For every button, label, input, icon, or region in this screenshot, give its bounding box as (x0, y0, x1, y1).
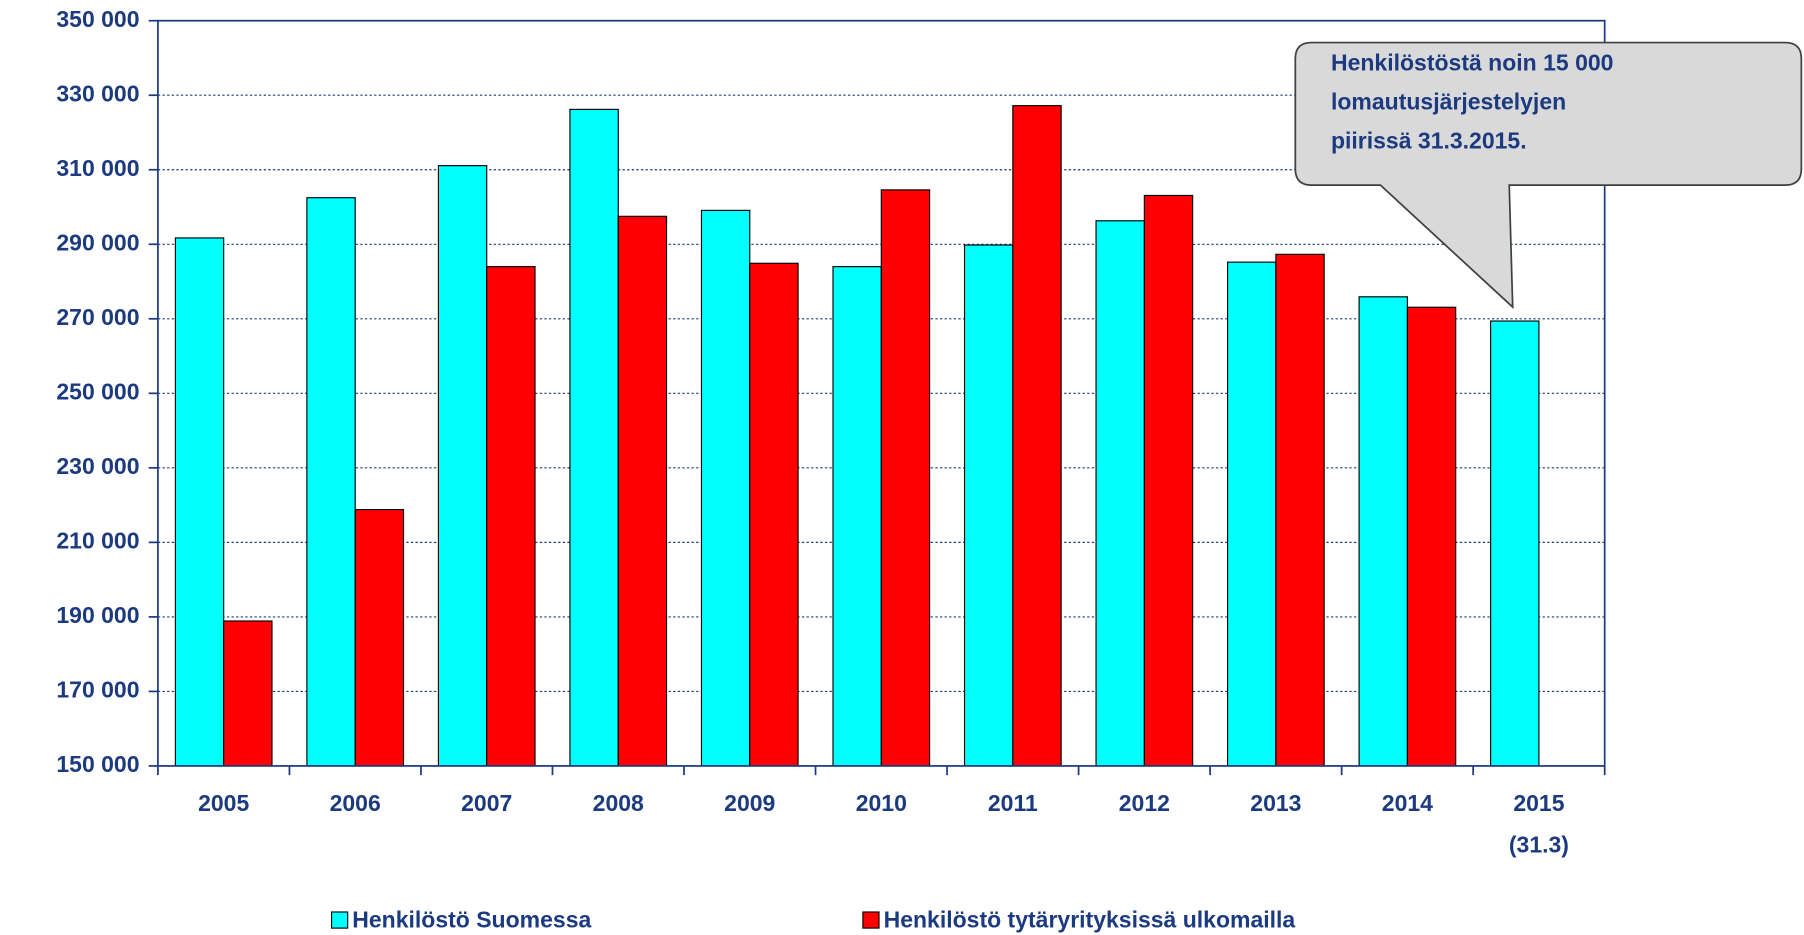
y-tick-label: 210 000 (56, 527, 139, 553)
bar (700, 209, 751, 767)
x-tick-label: 2008 (593, 790, 644, 816)
plot-frame (157, 19, 1606, 767)
x-tick-label: 2013 (1250, 790, 1301, 816)
bar (1358, 296, 1408, 767)
x-tick-label: 2011 (988, 790, 1038, 816)
bar (617, 215, 668, 767)
bar (1406, 306, 1457, 767)
y-tick-label: 290 000 (56, 229, 139, 255)
y-tick-label: 170 000 (56, 676, 139, 702)
x-tick-label: 2007 (461, 790, 512, 816)
legend-swatch (862, 911, 880, 929)
bar (1490, 320, 1540, 767)
bar (306, 197, 356, 767)
bar (486, 266, 536, 767)
bar (832, 266, 882, 767)
bar (437, 165, 488, 767)
x-tick-label: 2009 (724, 790, 775, 816)
bar (1095, 220, 1145, 767)
callout (1294, 41, 1803, 310)
x-tick-label: 2006 (330, 790, 381, 816)
x-tick-label: 2010 (856, 790, 907, 816)
bar (223, 620, 273, 767)
bar (1012, 105, 1062, 767)
y-tick-label: 270 000 (56, 304, 139, 330)
y-tick-label: 230 000 (56, 453, 139, 479)
bar (749, 262, 799, 767)
legend-swatch (330, 911, 349, 929)
y-tick-label: 350 000 (56, 6, 139, 32)
y-tick-label: 190 000 (56, 602, 139, 628)
x-tick-label: 2005 (198, 790, 249, 816)
y-tick-label: 150 000 (56, 751, 139, 777)
y-tick-label: 330 000 (56, 80, 139, 106)
bar (569, 108, 619, 767)
x-tick-label: 2012 (1119, 790, 1170, 816)
bar (1275, 253, 1325, 767)
bar (963, 244, 1014, 767)
bar (1226, 261, 1277, 767)
x-tick-label: 2015 (31.3) (1509, 790, 1569, 857)
bar (880, 189, 931, 767)
y-tick-label: 310 000 (56, 155, 139, 181)
annotation: Henkilöstöstä noin 15 000 lomautusjärjest… (1331, 49, 1613, 153)
legend-label: Henkilöstö Suomessa (352, 906, 591, 932)
bar (174, 237, 225, 767)
bar (1143, 194, 1194, 767)
legend-label: Henkilöstö tytäryrityksissä ulkomailla (884, 906, 1296, 932)
bar (354, 509, 405, 767)
y-tick-label: 250 000 (56, 378, 139, 404)
x-tick-label: 2014 (1382, 790, 1433, 816)
